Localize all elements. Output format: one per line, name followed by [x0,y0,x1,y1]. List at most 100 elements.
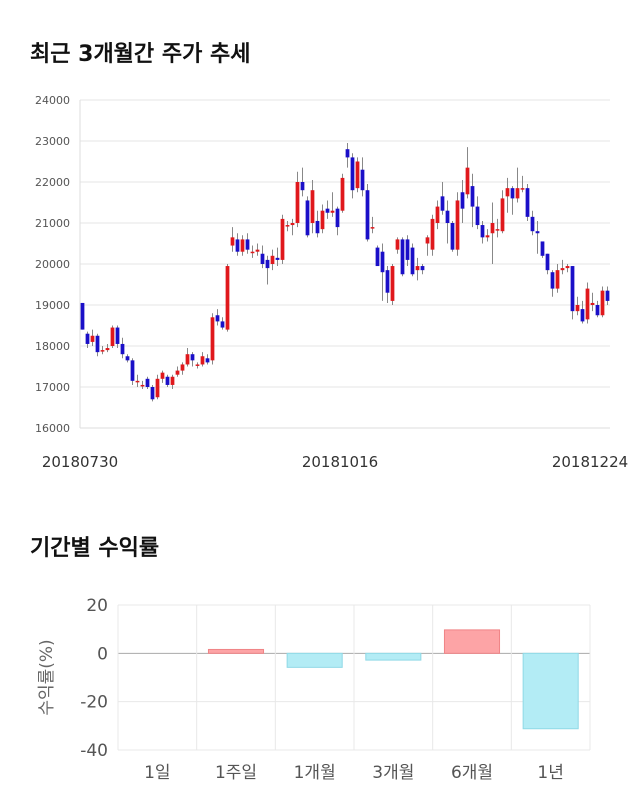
candle-down [305,200,310,236]
candle-down [205,358,210,363]
candle-marks [80,143,610,402]
candle-up [320,210,325,230]
candle-up [100,350,105,352]
candle-up [355,161,360,189]
candle-down [510,188,515,199]
candle-down [245,239,250,250]
candle-up [430,218,435,250]
candle-up [585,288,590,320]
candle-up [155,378,160,398]
candle-y-tick-label: 23000 [35,135,70,148]
candle-down [405,239,410,260]
candle-down [530,216,535,232]
candle-up [170,376,175,385]
return-bar [365,652,422,661]
candle-down [85,333,90,344]
candle-down [445,210,450,223]
candle-down [470,186,475,207]
candle-down [475,206,480,226]
candle-y-ticks: 16000 17000 18000 19000 20000 21000 22000 23000… [35,94,70,435]
candle-down [120,343,125,355]
candle-up [490,223,495,234]
candle-down [220,321,225,328]
bar-grid [117,604,591,751]
candle-up [565,266,570,269]
candle-up [185,354,190,365]
candle-up [110,327,115,346]
candle-down [525,188,530,217]
candle-up [485,235,490,238]
candle-down [480,225,485,238]
candle-down [605,290,610,301]
bar-y-tick-label: 20 [86,596,108,616]
candle-x-tick-label: 20181016 [302,453,378,471]
candle-up [330,210,335,213]
candle-up [390,266,395,301]
candle-y-tick-label: 21000 [35,217,70,230]
candle-up [230,237,235,246]
candle-up [250,251,255,254]
candle-down [595,305,600,316]
candle-down [420,266,425,271]
candle-down [345,149,350,158]
candle-down [410,247,415,275]
candle-y-tick-label: 18000 [35,340,70,353]
candle-y-tick-label: 22000 [35,176,70,189]
candle-up [590,302,595,305]
candle-down [145,378,150,387]
candle-up [270,255,275,264]
candle-up [435,206,440,223]
candle-up [285,225,290,227]
candle-down [300,182,305,191]
candle-down [580,309,585,322]
candle-up [560,268,565,271]
candle-down [375,247,380,267]
candle-y-tick-label: 20000 [35,258,70,271]
candle-down [235,239,240,252]
candle-down [550,272,555,289]
bar-y-ticks: 20 0 -20 -40 [80,596,108,761]
bar-x-tick-label: 1년 [537,763,563,783]
candle-up [575,305,580,312]
bar-x-ticks: 1일 1주일 1개월 3개월 6개월 1년 [144,763,564,783]
candle-down [460,192,465,209]
candle-up [210,317,215,361]
candle-down [360,169,365,191]
candle-up [135,380,140,383]
candle-down [540,241,545,256]
return-bar [522,652,579,730]
candle-up [555,270,560,289]
bar-marks [207,629,579,730]
candle-down [150,387,155,400]
candle-up [415,266,420,271]
period-returns-title: 기간별 수익률 [30,536,160,561]
return-bar [443,629,501,654]
candle-x-tick-label: 20181224 [552,453,628,471]
candlestick-chart: 16000 17000 18000 19000 20000 21000 22000 23000… [35,94,628,471]
candle-down [165,376,170,385]
candle-down [80,302,85,330]
candle-down [570,266,575,312]
candle-up [425,237,430,244]
candle-down [215,315,220,322]
candle-up [90,335,95,342]
candle-down [95,335,100,353]
candle-y-tick-label: 19000 [35,299,70,312]
candle-up [195,364,200,366]
candle-up [180,364,185,371]
candle-up [455,200,460,250]
candle-up [140,384,145,387]
candle-up [255,249,260,252]
candle-down [260,253,265,264]
candle-down [450,223,455,250]
candle-grid [79,99,610,429]
candle-up [105,348,110,351]
candle-down [350,157,355,191]
candle-down [335,208,340,228]
candle-y-tick-label: 24000 [35,94,70,107]
bar-x-tick-label: 1주일 [215,763,257,783]
candle-down [130,360,135,381]
candle-up [500,198,505,232]
returns-bar-chart: 20 0 -20 -40 1일 1주일 1개월 3개월 6개월 1년 수익률(%) [37,596,591,783]
bar-x-tick-label: 1일 [144,763,170,783]
